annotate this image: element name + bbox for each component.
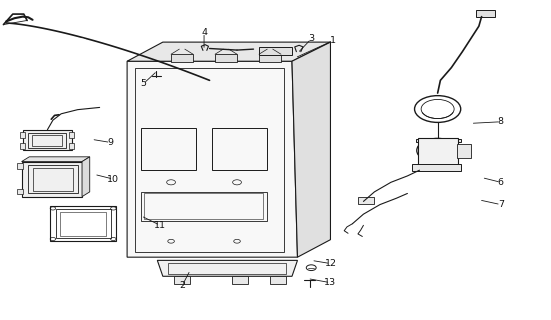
Text: 1: 1 [330,36,336,45]
Text: 5: 5 [141,79,147,88]
Text: 11: 11 [154,221,166,230]
Bar [231,276,248,284]
Text: 13: 13 [325,278,337,287]
Bar [56,209,111,238]
Bar [28,165,78,194]
Bar [23,130,72,150]
Bar [141,128,196,170]
Text: 3: 3 [308,35,314,44]
Bar [212,128,267,170]
Bar [69,143,74,149]
Bar [20,143,25,149]
Bar [476,10,495,17]
Text: 7: 7 [498,200,504,209]
Polygon shape [158,260,298,276]
Polygon shape [292,42,331,257]
Bar [141,192,267,220]
Bar [171,54,193,62]
Bar [144,194,263,219]
Text: 4: 4 [201,28,207,37]
Polygon shape [127,61,298,257]
Bar [32,134,62,146]
Bar [259,54,281,62]
Bar [50,206,116,241]
Bar [259,47,292,55]
Bar [28,132,66,148]
Bar [69,132,74,138]
Circle shape [417,138,458,163]
Bar [136,68,284,252]
Bar [20,132,25,138]
Bar [17,163,23,169]
Bar [457,144,471,158]
Bar [33,168,73,191]
Bar [60,212,106,236]
Bar [215,54,237,62]
Bar [358,197,375,204]
Bar [415,139,461,142]
Bar [174,276,190,284]
Text: 10: 10 [107,175,120,184]
Polygon shape [21,157,90,162]
Text: 12: 12 [325,259,337,268]
Bar [418,138,458,165]
Text: 6: 6 [498,178,504,187]
Bar [21,162,82,197]
Polygon shape [82,157,90,197]
Text: 9: 9 [107,138,114,147]
Text: 2: 2 [179,281,185,290]
Text: 8: 8 [498,117,504,126]
Polygon shape [127,42,331,61]
Bar [17,189,23,195]
Bar [270,276,287,284]
Bar [168,263,287,274]
Bar [412,164,461,171]
